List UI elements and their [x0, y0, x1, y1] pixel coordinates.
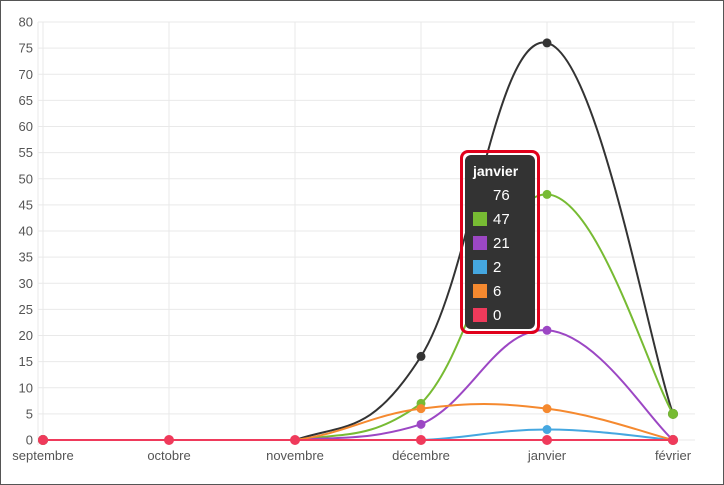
tooltip-rows: 76 47 21 2 6 0: [473, 183, 527, 327]
y-tick-label: 15: [19, 354, 33, 369]
series-point-3: [542, 325, 552, 335]
series-line-4: [43, 428, 674, 442]
x-tick-label: octobre: [147, 448, 190, 463]
y-tick-label: 75: [19, 41, 33, 56]
series-point-5: [542, 404, 552, 414]
y-tick-label: 70: [19, 67, 33, 82]
x-tick-label: janvier: [527, 448, 567, 463]
tooltip-value: 2: [493, 258, 502, 276]
y-tick-label: 25: [19, 302, 33, 317]
tooltip: janvier 76 47 21 2 6 0: [465, 155, 535, 329]
tooltip-value: 76: [493, 186, 510, 204]
series-point-1: [542, 38, 552, 48]
y-tick-label: 30: [19, 276, 33, 291]
tooltip-swatch: [473, 260, 487, 274]
tooltip-value: 0: [493, 306, 502, 324]
tooltip-swatch: [473, 188, 487, 202]
tooltip-value: 47: [493, 210, 510, 228]
tooltip-row: 21: [473, 231, 527, 255]
y-tick-label: 50: [19, 171, 33, 186]
series-line-1: [43, 41, 674, 442]
y-tick-label: 65: [19, 93, 33, 108]
x-tick-label: novembre: [266, 448, 324, 463]
series-point-1: [416, 351, 426, 361]
tooltip-row: 76: [473, 183, 527, 207]
tooltip-row: 47: [473, 207, 527, 231]
y-tick-label: 55: [19, 145, 33, 160]
tooltip-swatch: [473, 308, 487, 322]
x-tick-label: février: [655, 448, 692, 463]
tooltip-value: 21: [493, 234, 510, 252]
x-tick-label: septembre: [12, 448, 73, 463]
y-tick-label: 20: [19, 328, 33, 343]
tooltip-row: 6: [473, 279, 527, 303]
series-point-5: [416, 404, 426, 414]
series-point-6: [164, 435, 174, 445]
tooltip-swatch: [473, 284, 487, 298]
series-point-3: [416, 419, 426, 429]
series-point-4: [542, 425, 552, 435]
y-tick-label: 60: [19, 119, 33, 134]
tooltip-highlight-box: [460, 150, 540, 334]
series-point-6: [542, 435, 552, 445]
y-tick-label: 45: [19, 197, 33, 212]
tooltip-title: janvier: [473, 163, 519, 179]
series-point-6: [668, 435, 678, 445]
series-point-6: [38, 435, 48, 445]
series-point-6: [290, 435, 300, 445]
x-tick-label: décembre: [392, 448, 450, 463]
series-point-6: [416, 435, 426, 445]
y-tick-label: 35: [19, 250, 33, 265]
tooltip-row: 2: [473, 255, 527, 279]
tooltip-value: 6: [493, 282, 502, 300]
series-point-2: [542, 189, 552, 199]
y-tick-label: 10: [19, 380, 33, 395]
y-tick-label: 0: [26, 433, 33, 448]
y-tick-label: 80: [19, 15, 33, 30]
y-tick-label: 5: [26, 406, 33, 421]
tooltip-row: 0: [473, 303, 527, 327]
y-tick-label: 40: [19, 224, 33, 239]
series-point-2: [668, 408, 678, 419]
tooltip-swatch: [473, 212, 487, 226]
tooltip-swatch: [473, 236, 487, 250]
